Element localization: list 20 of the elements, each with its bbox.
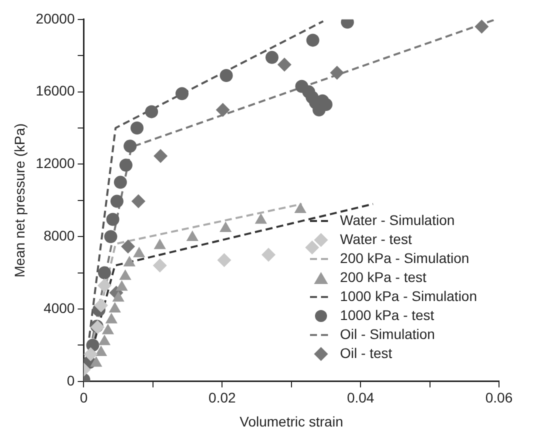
x-tick-label: 0.06 <box>485 390 513 406</box>
x-tick-label: 0.04 <box>346 390 374 406</box>
legend-label: Water - test <box>340 230 412 249</box>
x-axis-title: Volumetric strain <box>240 413 344 430</box>
y-tick-label: 8000 <box>44 227 75 244</box>
y-tick-label: 20000 <box>36 10 75 26</box>
y-tick-label: 4000 <box>44 300 75 316</box>
y-tick-label: 0 <box>66 372 75 388</box>
legend-label: 1000 kPa - Simulation <box>340 287 477 306</box>
y-axis-title: Mean net pressure (kPa) <box>11 123 28 278</box>
y-tick-label: 16000 <box>36 82 75 99</box>
legend-label: Oil - Simulation <box>340 325 435 344</box>
legend-label: 200 kPa - test <box>340 268 426 287</box>
legend-label: Oil - test <box>340 344 392 363</box>
y-tick-label: 12000 <box>36 155 75 172</box>
legend-label: Water - Simulation <box>340 211 455 230</box>
legend-label: 1000 kPa - test <box>340 306 434 325</box>
x-tick-label: 0.02 <box>208 390 236 406</box>
x-tick-label: 0 <box>80 390 88 406</box>
legend-label: 200 kPa - Simulation <box>340 249 470 268</box>
